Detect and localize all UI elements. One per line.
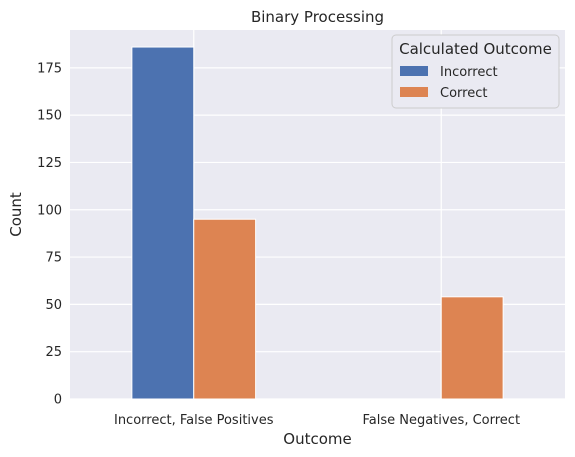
bar-correct-1 [440, 296, 504, 400]
y-tick-label: 175 [37, 61, 62, 76]
y-tick-label: 150 [37, 109, 62, 124]
x-tick-label: False Negatives, Correct [362, 413, 520, 428]
legend-title: Calculated Outcome [399, 40, 552, 58]
bar-correct-0 [193, 218, 257, 400]
legend-label-incorrect: Incorrect [440, 65, 498, 80]
legend-swatch-incorrect [400, 66, 428, 76]
y-tick-label: 0 [54, 393, 62, 408]
bar-incorrect-0 [131, 46, 195, 400]
y-tick-label: 125 [37, 156, 62, 171]
y-tick-label: 25 [45, 345, 62, 360]
bars [131, 46, 504, 400]
y-axis-label: Count [7, 192, 25, 237]
chart-title: Binary Processing [251, 8, 384, 26]
y-tick-label: 100 [37, 203, 62, 218]
legend-label-correct: Correct [440, 86, 487, 101]
x-tick-labels: Incorrect, False Positives False Negative… [114, 413, 520, 428]
legend-entries: Incorrect Correct [400, 65, 498, 101]
legend-swatch-correct [400, 87, 428, 97]
legend: Calculated Outcome Incorrect Correct [391, 34, 560, 109]
legend-box [391, 34, 560, 109]
x-axis-label: Outcome [283, 430, 351, 448]
y-tick-label: 75 [45, 251, 62, 266]
y-tick-labels: 0 25 50 75 100 125 150 175 [37, 61, 62, 407]
x-tick-label: Incorrect, False Positives [114, 413, 274, 428]
y-tick-label: 50 [45, 298, 62, 313]
